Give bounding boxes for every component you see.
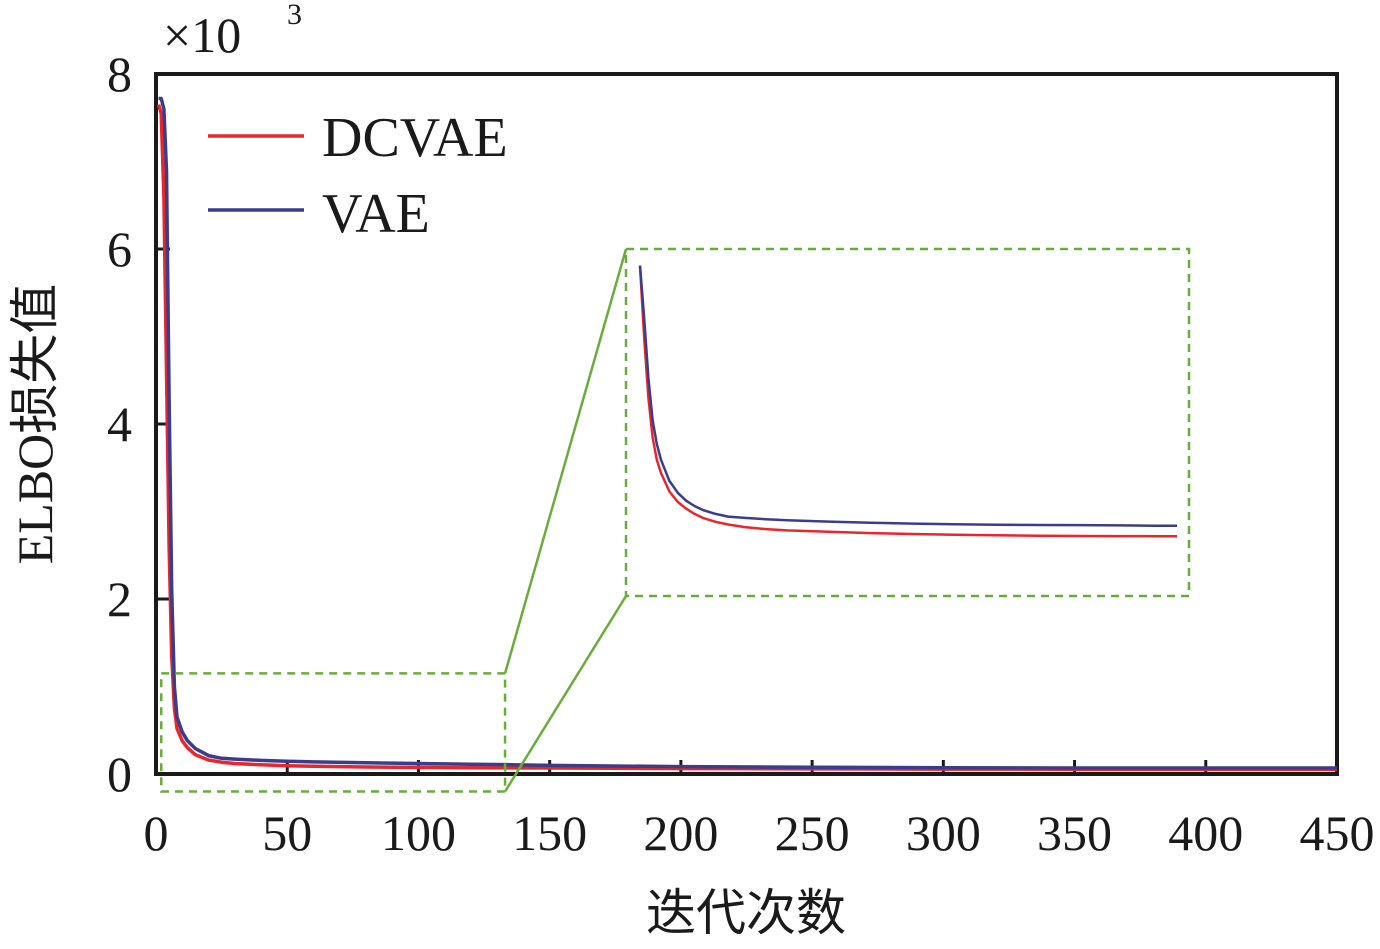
series-layer: [156, 96, 1337, 772]
zoom-inset-box: [624, 247, 1191, 598]
y-axis-title: ELBO损失值: [7, 284, 63, 565]
legend-label-dcvae: DCVAE: [322, 107, 508, 169]
x-tick-label: 150: [512, 805, 587, 861]
x-tick-label: 0: [144, 805, 169, 861]
zoom-source-box: [159, 672, 507, 793]
plot-frame: [154, 72, 1339, 776]
y-tick-label: 4: [107, 396, 132, 452]
x-tick-label: 350: [1037, 805, 1112, 861]
y-tick-label: 2: [107, 571, 132, 627]
y-scale-note: ×10: [163, 7, 241, 63]
y-tick-label: 0: [107, 746, 132, 802]
x-tick-label: 400: [1168, 805, 1243, 861]
legend-label-vae: VAE: [322, 183, 430, 245]
zoom-connector-top: [503, 248, 628, 674]
legend: DCVAE VAE: [208, 107, 508, 245]
inset-line-vae: [638, 265, 1178, 528]
y-tick-label: 6: [107, 221, 132, 277]
x-tick-label: 100: [381, 805, 456, 861]
x-tick-label: 250: [775, 805, 850, 861]
x-axis-title: 迭代次数: [646, 885, 846, 941]
series-line-vae: [158, 96, 1337, 770]
inset-line-dcvae: [638, 265, 1177, 538]
x-tick-label: 300: [906, 805, 981, 861]
y-tick-label: 8: [107, 46, 132, 102]
zoom-connector-bottom: [503, 595, 628, 793]
zoom-layer: [159, 247, 1191, 793]
x-tick-label: 450: [1300, 805, 1375, 861]
y-scale-exponent: 3: [287, 0, 302, 31]
zoom-inset-lines: [638, 265, 1178, 538]
x-tick-label: 50: [262, 805, 312, 861]
tick-labels: 0 50 100 150 200 250 300 350 400 450 0 2 4 6 8: [107, 46, 1375, 861]
x-tick-label: 200: [643, 805, 718, 861]
